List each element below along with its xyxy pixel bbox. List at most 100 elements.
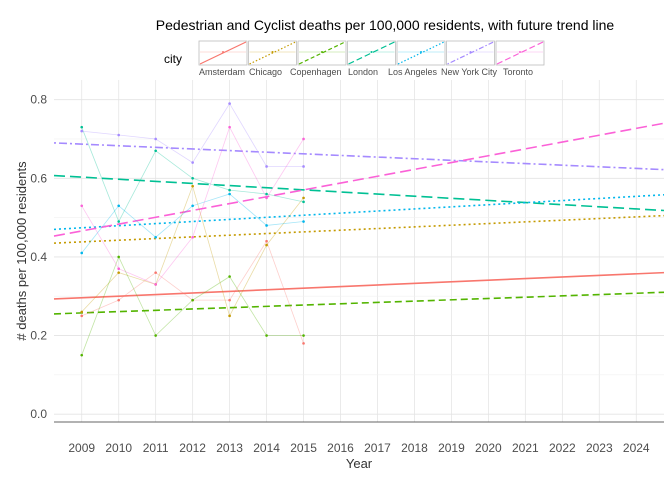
x-axis-label: Year <box>346 456 373 471</box>
y-tick-label: 0.4 <box>30 250 47 264</box>
y-tick-label: 0.6 <box>30 171 47 185</box>
data-point-0-4 <box>228 298 231 302</box>
data-point-5-0 <box>80 129 84 133</box>
legend-key-trend-2 <box>298 41 346 65</box>
legend-items: Amsterdam Chicago Copenhagen London Los Ange… <box>198 40 545 77</box>
trend-line-3 <box>53 174 665 212</box>
data-point-6-0 <box>80 204 84 208</box>
data-point-3-1 <box>117 220 120 223</box>
x-tick-label: 2023 <box>586 441 613 455</box>
legend-label-5: New York City <box>441 67 498 77</box>
x-tick-label: 2018 <box>401 441 428 455</box>
legend-key-point-3 <box>370 51 373 53</box>
data-point-2-0 <box>80 353 84 357</box>
plot-panel <box>54 80 664 422</box>
data-point-1-4 <box>228 314 231 318</box>
x-tick-label: 2022 <box>549 441 576 455</box>
x-tick-label: 2016 <box>327 441 354 455</box>
x-tick-label: 2010 <box>105 441 132 455</box>
data-point-5-3 <box>191 161 194 164</box>
legend-label-0: Amsterdam <box>199 67 245 77</box>
data-point-3-2 <box>154 149 157 153</box>
data-point-1-1 <box>117 271 120 274</box>
data-point-4-0 <box>80 251 84 255</box>
data-point-0-1 <box>117 298 120 302</box>
x-tick-label: 2024 <box>623 441 650 455</box>
data-point-3-5 <box>265 192 268 196</box>
data-point-6-1 <box>117 267 120 270</box>
legend-key-point-1 <box>271 51 274 53</box>
legend-key-3 <box>347 40 396 66</box>
data-point-5-1 <box>117 133 120 137</box>
trend-line-1 <box>53 214 665 244</box>
x-tick-label: 2014 <box>253 441 280 455</box>
legend-title: city <box>164 52 182 66</box>
data-point-1-3 <box>191 184 194 188</box>
y-tick-labels: 0.0 0.2 0.4 0.6 0.8 <box>30 93 47 421</box>
x-tick-label: 2011 <box>143 441 169 455</box>
data-point-2-1 <box>117 255 120 259</box>
data-points <box>80 102 305 357</box>
legend-key-point-0 <box>222 51 224 53</box>
data-point-4-4 <box>228 192 231 196</box>
data-point-0-2 <box>154 271 157 274</box>
legend-label-3: London <box>348 67 378 77</box>
x-tick-label: 2009 <box>68 441 95 455</box>
y-tick-label: 0.8 <box>30 93 47 107</box>
data-point-1-6 <box>302 196 305 200</box>
data-point-6-4 <box>228 125 231 129</box>
y-tick-label: 0.0 <box>30 407 47 421</box>
data-point-3-0 <box>80 125 84 129</box>
chart-title: Pedestrian and Cyclist deaths per 100,00… <box>156 17 615 33</box>
data-point-4-2 <box>154 235 157 239</box>
x-tick-label: 2019 <box>438 441 465 455</box>
data-point-6-5 <box>265 196 268 200</box>
data-point-2-4 <box>228 275 231 278</box>
data-point-0-0 <box>80 314 84 318</box>
data-point-5-2 <box>154 137 157 141</box>
legend-label-6: Toronto <box>503 67 533 77</box>
trend-lines <box>53 122 665 315</box>
y-axis-label: # deaths per 100,000 residents <box>14 161 29 341</box>
data-point-3-3 <box>191 176 194 180</box>
data-point-6-2 <box>154 283 157 286</box>
data-point-6-3 <box>191 235 194 239</box>
data-point-4-1 <box>117 204 120 208</box>
data-point-1-5 <box>265 243 268 247</box>
data-point-1-0 <box>80 310 84 314</box>
data-point-0-5 <box>265 239 268 243</box>
x-tick-label: 2021 <box>512 441 539 455</box>
data-point-2-3 <box>191 298 194 302</box>
legend-key-point-4 <box>420 51 422 53</box>
data-point-6-6 <box>302 137 305 141</box>
legend-key-point-2 <box>321 51 323 53</box>
data-point-3-4 <box>228 188 231 192</box>
x-tick-label: 2013 <box>216 441 243 455</box>
data-point-4-5 <box>265 224 268 227</box>
legend-key-point-5 <box>469 51 472 53</box>
x-tick-labels: 2009 2010 2011 2012 2013 2014 2015 2016 2017 2018… <box>68 441 650 455</box>
data-point-2-6 <box>302 334 305 337</box>
data-point-2-2 <box>154 334 157 337</box>
data-point-3-6 <box>302 200 305 204</box>
data-point-2-5 <box>265 334 268 337</box>
data-point-5-6 <box>302 165 305 168</box>
x-tick-label: 2012 <box>179 441 206 455</box>
trend-line-0 <box>53 271 665 300</box>
legend: city Amsterdam Chicago Copenhagen London Los… <box>164 40 545 77</box>
x-tick-label: 2017 <box>364 441 391 455</box>
legend-label-2: Copenhagen <box>290 67 342 77</box>
trend-line-4 <box>53 193 665 231</box>
x-tick-label: 2015 <box>290 441 317 455</box>
legend-key-point-6 <box>519 51 521 53</box>
trend-line-6 <box>53 122 665 237</box>
data-point-5-5 <box>265 165 268 168</box>
legend-label-1: Chicago <box>249 67 282 77</box>
data-point-4-6 <box>302 220 305 223</box>
trend-line-2 <box>53 291 665 315</box>
legend-label-4: Los Angeles <box>388 67 438 77</box>
data-point-5-4 <box>228 102 231 105</box>
y-tick-label: 0.2 <box>30 329 47 343</box>
